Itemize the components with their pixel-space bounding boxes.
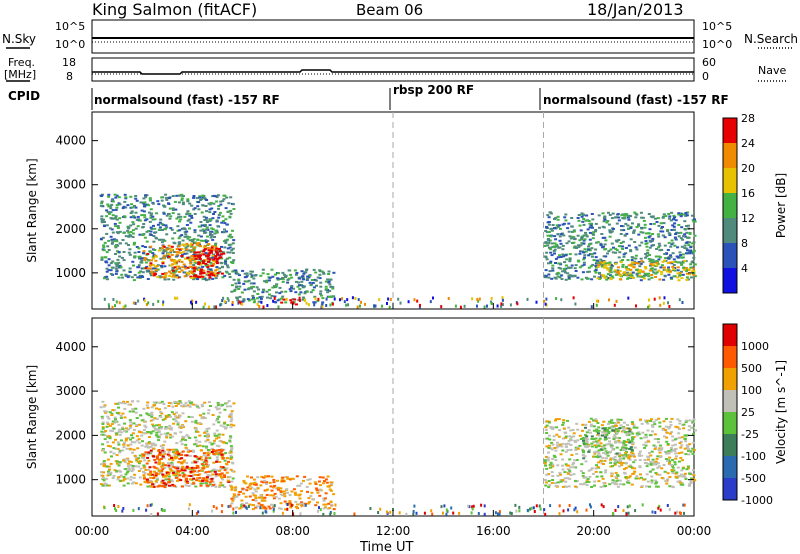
velocity-echo-region [230,475,336,511]
power-colorbar-tick-label: 12 [741,212,755,225]
power-colorbar-tick-label: 24 [741,137,755,150]
power-frame [91,111,695,310]
power-colorbar-frame [722,117,738,294]
cpid-label: CPID [8,89,40,103]
velocity-colorbar-tick-label: 500 [741,362,762,375]
power-colorbar-tick-label: 8 [741,237,748,250]
nave-label: Nave [758,64,786,77]
x-axis-label: Time UT [359,540,413,554]
freq-tick-top: 18 [62,56,76,69]
power-colorbar-tick-label: 16 [741,187,755,200]
velocity-colorbar-frame [722,323,738,501]
power-colorbar-tick-label: 28 [741,112,755,125]
power-ground-scatter [103,296,684,309]
velocity-echo-region [142,448,231,489]
nsearch-tick-top: 10^5 [702,20,732,33]
power-echo-region [230,268,336,304]
nsky-tick-bottom: 10^0 [55,38,85,51]
freq-tick-bottom: 8 [66,70,73,83]
station-title: King Salmon (fitACF) [92,0,257,19]
x-tick-label: 16:00 [476,524,511,538]
cpid-row: CPID normalsound (fast) -157 RF rbsp 200… [8,83,729,110]
power-y-tick-label: 2000 [55,222,86,236]
velocity-echo-region [581,426,635,460]
power-echo-region [99,193,236,282]
velocity-ground-scatter [103,503,686,516]
power-colorbar-swatch [723,143,737,168]
velocity-colorbar-label: Velocity [m s^-1] [774,360,788,464]
power-echo-region [596,259,696,282]
x-tick-label: 04:00 [175,524,210,538]
velocity-colorbar-tick-label: -100 [741,450,766,463]
nave-tick-top: 60 [702,56,716,69]
nsearch-tick-bottom: 10^0 [702,38,732,51]
velocity-colorbar-swatch [723,434,737,456]
freq-panel: Freq. [MHz] 18 8 60 0 Nave [4,56,786,83]
power-colorbar-swatch [723,193,737,218]
power-colorbar-label: Power [dB] [774,173,788,238]
freq-unit-label: [MHz] [4,68,36,81]
power-y-tick-label: 3000 [55,178,86,192]
velocity-colorbar-tick-label: -1000 [741,494,773,507]
velocity-colorbar-swatch [723,456,737,478]
velocity-y-tick-label: 1000 [55,473,86,487]
nsky-panel: N.Sky 10^5 10^0 10^5 10^0 N.Search [2,19,798,54]
velocity-colorbar-tick-label: -25 [741,428,759,441]
x-tick-label: 08:00 [275,524,310,538]
velocity-colorbar-swatch [723,346,737,368]
power-colorbar-swatch [723,243,737,268]
velocity-colorbar: 1000 500 100 25 -25 -100 -500 -1000 Velocity [m … [722,323,788,507]
nsearch-label: N.Search [744,32,798,46]
nsky-label: N.Sky [2,32,36,46]
power-colorbar-swatch [723,118,737,143]
velocity-y-tick-label: 2000 [55,428,86,442]
power-colorbar-tick-label: 20 [741,162,755,175]
power-colorbar-swatch [723,218,737,243]
power-y-axis-label: Slant Range [km] [25,158,39,262]
nsky-tick-top: 10^5 [55,20,85,33]
freq-label: Freq. [8,56,35,69]
nave-tick-bottom: 0 [702,70,709,83]
x-tick-label: 00:00 [677,524,712,538]
power-echo-region [142,242,220,279]
date-title: 18/Jan/2013 [587,0,684,19]
power-y-tick-label: 1000 [55,266,86,280]
velocity-y-tick-label: 3000 [55,384,86,398]
cpid-segment-2: rbsp 200 RF [393,83,474,97]
power-panel: 1000 2000 3000 4000 Slant Range [km] 4 8 12 16 20… [25,111,788,310]
x-axis: 00:00 04:00 08:00 12:00 16:00 20:00 00:00 [75,524,712,538]
power-colorbar-swatch [723,268,737,293]
velocity-colorbar-swatch [723,412,737,434]
power-colorbar-tick-label: 4 [741,262,748,275]
power-colorbar-swatch [723,168,737,193]
beam-title: Beam 06 [356,1,423,19]
velocity-colorbar-swatch [723,390,737,412]
cpid-segment-3: normalsound (fast) -157 RF [543,93,729,107]
cpid-segment-1: normalsound (fast) -157 RF [94,93,280,107]
x-tick-label: 12:00 [376,524,411,538]
velocity-y-tick-label: 4000 [55,340,86,354]
velocity-colorbar-tick-label: 1000 [741,340,769,353]
power-y-tick-label: 4000 [55,134,86,148]
power-echo-region [192,246,226,279]
velocity-colorbar-tick-label: 25 [741,406,755,419]
velocity-colorbar-swatch [723,324,737,346]
velocity-colorbar-tick-label: 100 [741,384,762,397]
power-colorbar: 4 8 12 16 20 24 28 Power [dB] [722,112,788,294]
velocity-colorbar-tick-label: -500 [741,472,766,485]
velocity-colorbar-swatch [723,478,737,500]
x-tick-label: 20:00 [576,524,611,538]
x-tick-label: 00:00 [75,524,110,538]
velocity-colorbar-swatch [723,368,737,390]
velocity-y-axis-label: Slant Range [km] [25,365,39,469]
